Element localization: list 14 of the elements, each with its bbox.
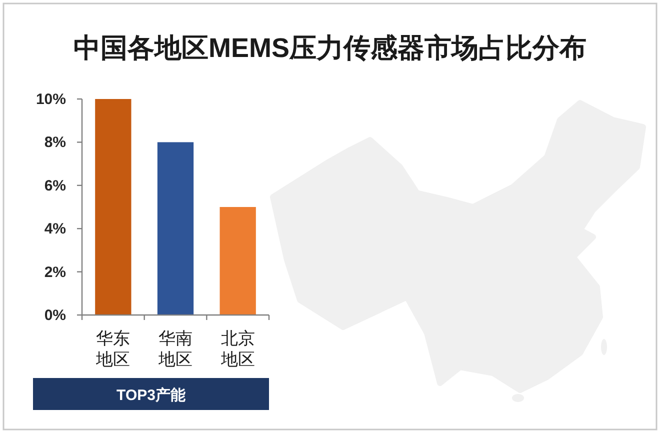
x-axis-title: TOP3产能: [116, 387, 186, 404]
x-tick-label: 华南地区: [158, 329, 192, 370]
y-tick-label: 4%: [44, 220, 66, 238]
y-tick-label: 6%: [44, 177, 66, 194]
y-tick-label: 0%: [44, 307, 66, 324]
x-tick-label: 华东地区: [95, 329, 130, 370]
bar: [157, 142, 194, 315]
y-tick-label: 2%: [44, 264, 66, 281]
x-tick-label: 北京地区: [220, 329, 255, 370]
y-tick-label: 8%: [44, 134, 66, 152]
text: 中国各地区MEMS压力传感器市场占比分布: [74, 33, 586, 63]
y-tick-label: 10%: [36, 91, 66, 108]
bar: [95, 99, 132, 315]
bar: [220, 207, 256, 315]
